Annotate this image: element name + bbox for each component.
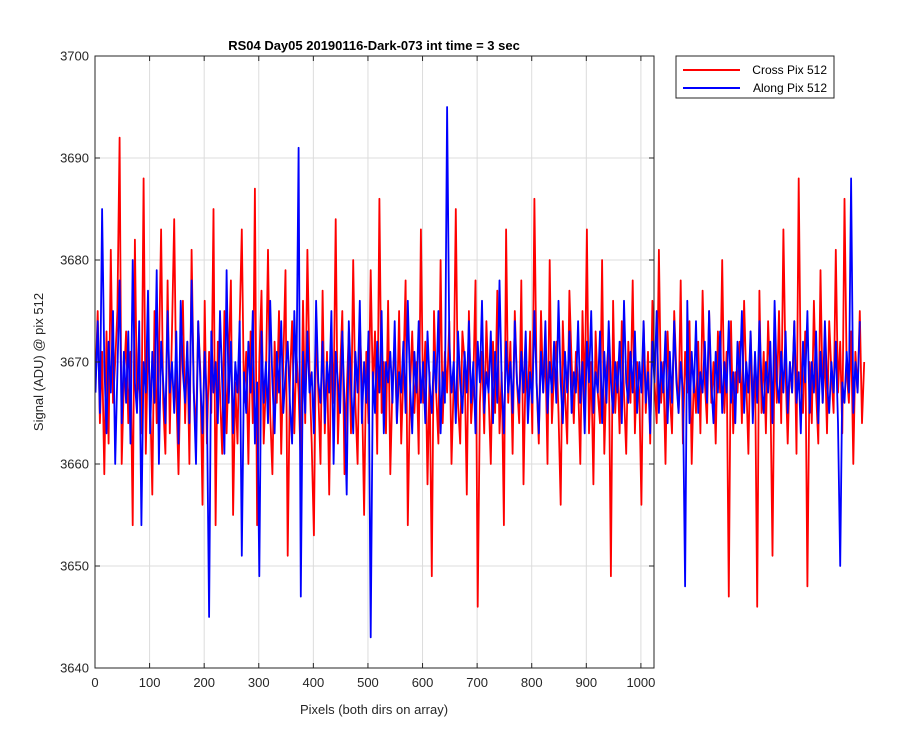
legend-label-cross: Cross Pix 512: [752, 63, 827, 77]
y-tick-label: 3660: [60, 457, 89, 472]
x-axis-label: Pixels (both dirs on array): [300, 702, 448, 717]
x-tick-label: 100: [139, 675, 161, 690]
series-layer: [94, 106, 866, 639]
y-tick-label: 3670: [60, 355, 89, 370]
x-tick-label: 200: [193, 675, 215, 690]
x-tick-label: 800: [521, 675, 543, 690]
x-tick-label: 1000: [626, 675, 655, 690]
series-line-along-pix-512: [94, 106, 861, 639]
x-tick-label: 500: [357, 675, 379, 690]
chart-title: RS04 Day05 20190116-Dark-073 int time = …: [228, 38, 520, 53]
y-tick-label: 3680: [60, 253, 89, 268]
x-tick-label: 600: [412, 675, 434, 690]
y-tick-label: 3640: [60, 661, 89, 676]
legend-label-along: Along Pix 512: [753, 81, 827, 95]
y-tick-label: 3690: [60, 151, 89, 166]
x-tick-label: 300: [248, 675, 270, 690]
y-tick-label: 3700: [60, 49, 89, 64]
x-tick-label: 900: [575, 675, 597, 690]
y-axis-label: Signal (ADU) @ pix 512: [31, 293, 46, 431]
legend: Cross Pix 512 Along Pix 512: [675, 55, 835, 99]
x-tick-label: 0: [91, 675, 98, 690]
x-tick-label: 700: [466, 675, 488, 690]
x-tick-label: 400: [303, 675, 325, 690]
axis-ticks: 0 100 200 300 400 500 600 700 800 900 1000 3640 3650…: [60, 49, 655, 691]
y-tick-label: 3650: [60, 559, 89, 574]
legend-box: [675, 55, 835, 99]
